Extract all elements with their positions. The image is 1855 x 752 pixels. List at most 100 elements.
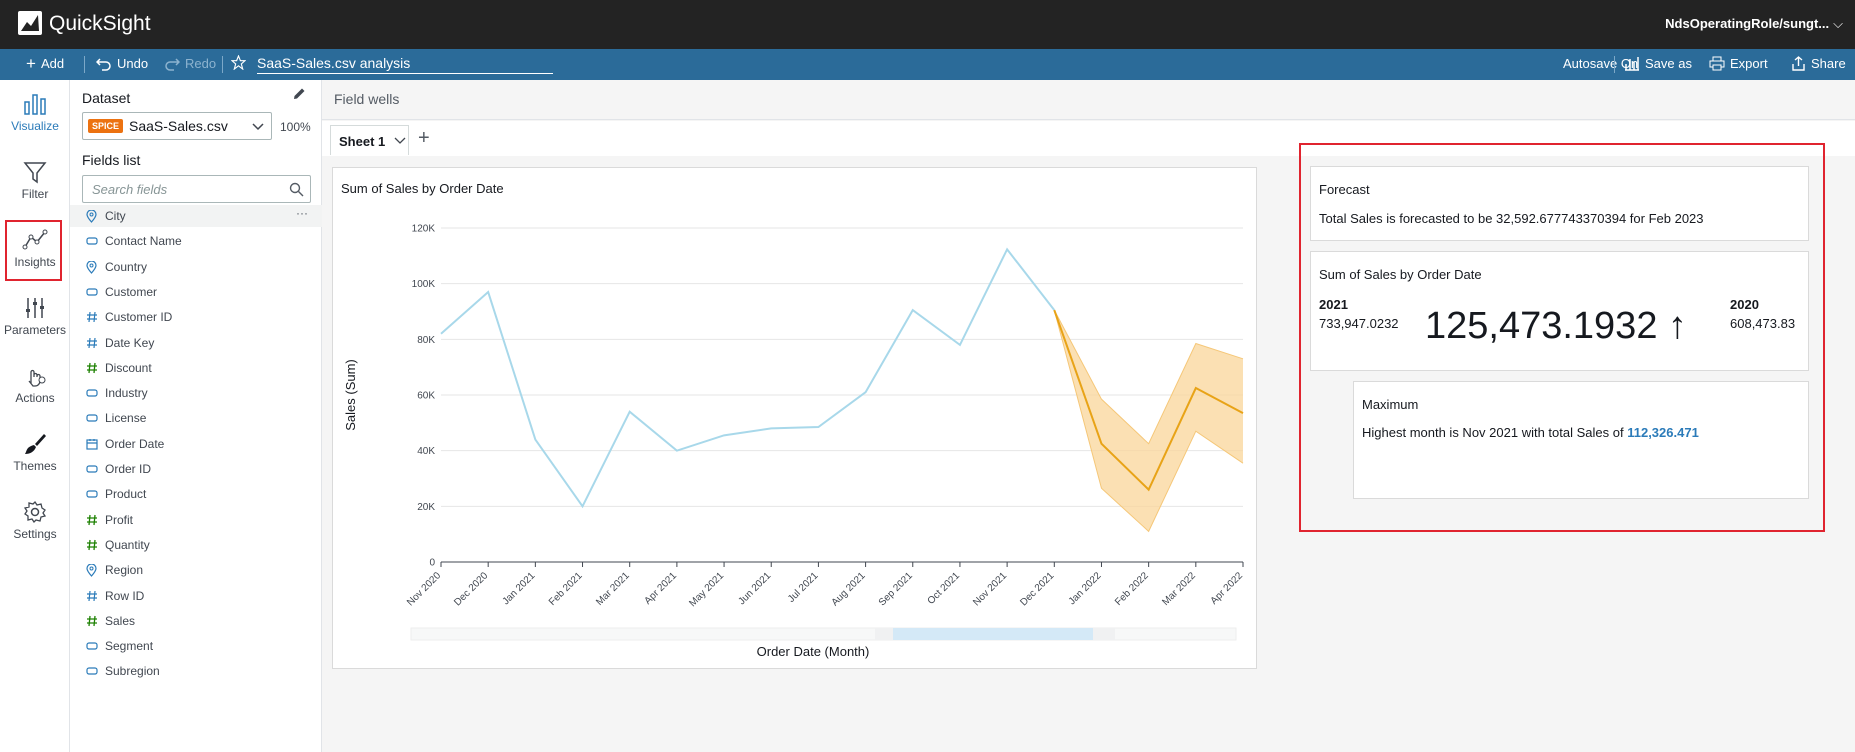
- undo-button[interactable]: Undo: [96, 56, 148, 71]
- forecast-insight-card[interactable]: Forecast Total Sales is forecasted to be…: [1310, 166, 1809, 241]
- tab-sheet-1[interactable]: Sheet 1: [330, 125, 409, 155]
- kpi-insight-card[interactable]: Sum of Sales by Order Date 2021 733,947.…: [1310, 251, 1809, 371]
- x-tick-label: Jul 2021: [786, 570, 821, 605]
- line-chart-canvas[interactable]: 0 20K 40K 60K 80K 100K 120K Nov 2020 Dec 2020 Jan…: [333, 168, 1258, 670]
- search-fields-box[interactable]: Search fields: [82, 175, 311, 203]
- field-item[interactable]: Industry: [70, 382, 322, 404]
- user-role-menu[interactable]: NdsOperatingRole/sungt... ⌵: [1665, 16, 1843, 32]
- favorite-star-icon[interactable]: [231, 55, 246, 70]
- field-item[interactable]: Order ID: [70, 458, 322, 480]
- top-bar: QuickSight NdsOperatingRole/sungt... ⌵: [0, 0, 1855, 49]
- add-sheet-plus-icon[interactable]: +: [418, 127, 430, 149]
- bar-chart-icon: [1625, 57, 1639, 71]
- line-chart-visual[interactable]: Sum of Sales by Order Date 0 20K 40K 60K 80K…: [332, 167, 1257, 669]
- text-field-icon: [86, 286, 98, 300]
- x-axis-label: Order Date (Month): [757, 644, 870, 659]
- kpi-title: Sum of Sales by Order Date: [1319, 267, 1482, 282]
- field-name: Profit: [105, 512, 134, 527]
- field-item[interactable]: Sales: [70, 610, 322, 632]
- funnel-icon: [23, 162, 47, 184]
- field-item[interactable]: Customer: [70, 281, 322, 303]
- export-button[interactable]: Export: [1709, 56, 1768, 71]
- range-slider-handle[interactable]: [893, 628, 1093, 640]
- analysis-name-input[interactable]: SaaS-Sales.csv analysis: [257, 55, 553, 74]
- field-wells-bar[interactable]: Field wells: [322, 80, 1855, 120]
- forecast-title: Forecast: [1319, 182, 1370, 197]
- field-item[interactable]: Discount: [70, 357, 322, 379]
- forecast-line[interactable]: [1053, 309, 1244, 492]
- field-wells-label: Field wells: [334, 91, 400, 107]
- nav-label: Filter: [21, 187, 49, 201]
- add-button[interactable]: + Add: [26, 54, 65, 73]
- field-item[interactable]: Quantity: [70, 534, 322, 556]
- more-options-icon[interactable]: ···: [296, 206, 308, 220]
- forecast-text: Total Sales is forecasted to be 32,592.6…: [1319, 211, 1704, 226]
- dataset-label: Dataset: [82, 90, 131, 106]
- field-item[interactable]: Profit: [70, 509, 322, 531]
- actual-sales-line[interactable]: [440, 247, 1056, 509]
- maximum-value: 112,326.471: [1627, 425, 1699, 440]
- edit-dataset-pencil-icon[interactable]: [292, 87, 306, 106]
- nav-actions[interactable]: Actions: [0, 364, 70, 405]
- chevron-down-icon[interactable]: [394, 136, 406, 146]
- plus-icon: +: [26, 54, 36, 73]
- autosave-toggle[interactable]: Autosave On: [1563, 56, 1638, 71]
- nav-filter[interactable]: Filter: [0, 160, 70, 201]
- brush-icon: [25, 434, 46, 454]
- text-field-icon: [86, 463, 98, 477]
- field-item[interactable]: Product: [70, 483, 322, 505]
- share-button[interactable]: Share: [1791, 56, 1846, 71]
- add-label: Add: [40, 56, 65, 71]
- save-as-label: Save as: [1645, 56, 1692, 71]
- field-name: Contact Name: [105, 234, 182, 249]
- field-item[interactable]: Order Date: [70, 433, 322, 455]
- nav-themes[interactable]: Themes: [0, 432, 70, 473]
- nav-settings[interactable]: Settings: [0, 500, 70, 541]
- bar-chart-icon: [24, 94, 46, 115]
- nav-parameters[interactable]: Parameters: [0, 296, 70, 337]
- kpi-left-year: 2021: [1319, 297, 1348, 312]
- measure-hash-icon: [86, 514, 98, 529]
- field-item[interactable]: City ···: [70, 205, 322, 227]
- field-item[interactable]: Date Key: [70, 332, 322, 354]
- field-item[interactable]: Country: [70, 256, 322, 278]
- save-as-button[interactable]: Save as: [1624, 56, 1692, 71]
- field-item[interactable]: Subregion: [70, 660, 322, 682]
- nav-visualize[interactable]: Visualize: [0, 92, 70, 133]
- field-item[interactable]: Region: [70, 559, 322, 581]
- nav-label: Visualize: [11, 119, 59, 133]
- sheet-tabs-bar: Sheet 1 +: [322, 121, 1855, 156]
- search-input[interactable]: Search fields: [92, 182, 168, 197]
- field-name: Row ID: [105, 588, 145, 603]
- x-tick-label: Feb 2021: [547, 570, 585, 608]
- nav-label: Themes: [13, 459, 57, 473]
- field-item[interactable]: License: [70, 407, 322, 429]
- share-icon: [1792, 56, 1805, 71]
- search-icon: [289, 182, 304, 197]
- analysis-toolbar: + Add Undo Redo SaaS-Sales.csv analysis …: [0, 49, 1855, 80]
- quicksight-logo-icon[interactable]: [18, 11, 42, 35]
- x-tick-label: Jan 2022: [1067, 570, 1104, 607]
- y-tick-label: 80K: [417, 335, 435, 346]
- maximum-insight-card[interactable]: Maximum Highest month is Nov 2021 with t…: [1353, 381, 1809, 499]
- undo-icon: [96, 57, 111, 71]
- y-tick-label: 100K: [412, 279, 436, 290]
- brand-name[interactable]: QuickSight: [49, 12, 151, 35]
- x-tick-label: Nov 2020: [405, 570, 443, 608]
- hash-icon: [86, 311, 98, 326]
- pointer-icon: [28, 369, 46, 387]
- dataset-select[interactable]: SPICE SaaS-Sales.csv: [82, 112, 272, 140]
- field-item[interactable]: Customer ID: [70, 306, 322, 328]
- data-panel: Dataset SPICE SaaS-Sales.csv 100% Fields…: [70, 80, 322, 752]
- redo-button[interactable]: Redo: [164, 56, 216, 71]
- field-name: Sales: [105, 613, 136, 628]
- field-name: Customer: [105, 284, 158, 299]
- nav-insights[interactable]: Insights: [0, 228, 70, 269]
- field-item[interactable]: Contact Name: [70, 230, 322, 252]
- export-label: Export: [1730, 56, 1768, 71]
- field-item[interactable]: Row ID: [70, 585, 322, 607]
- y-tick-label: 0: [429, 558, 435, 569]
- x-tick-label: Apr 2022: [1209, 570, 1246, 607]
- field-item[interactable]: Segment: [70, 635, 322, 657]
- measure-hash-icon: [86, 362, 98, 377]
